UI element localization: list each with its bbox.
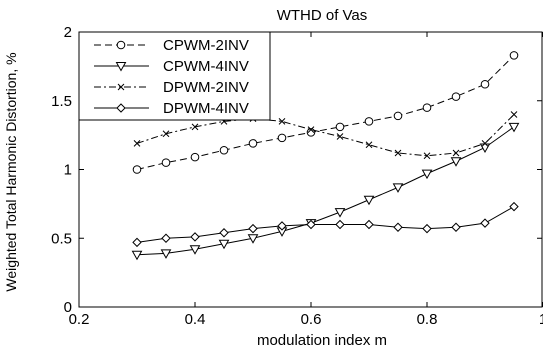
legend-label-dpwm-2inv: DPWM-2INV <box>163 79 249 96</box>
data-point-cpwm-2inv-3 <box>219 145 229 155</box>
legend-label-cpwm-2inv: CPWM-2INV <box>163 37 249 54</box>
y-tick-label-1: 0.5 <box>51 230 72 247</box>
series-line-dpwm-4inv <box>136 206 515 243</box>
data-point-cpwm-2inv-13 <box>509 51 519 60</box>
series-dpwm-4inv <box>132 201 519 248</box>
y-axis-label: Weighted Total Harmonic Distortion, % <box>3 52 19 291</box>
data-point-dpwm-2inv-10 <box>423 152 431 160</box>
data-point-cpwm-2inv-5 <box>277 133 287 143</box>
data-point-dpwm-2inv-12 <box>481 140 489 147</box>
series-line-cpwm-4inv <box>136 126 515 256</box>
y-tick-label-4: 2 <box>64 24 72 41</box>
data-point-dpwm-4inv-11 <box>451 222 461 232</box>
data-point-cpwm-4inv-2 <box>189 245 201 255</box>
series-line-cpwm-2inv <box>136 55 515 170</box>
data-point-dpwm-2inv-6 <box>307 126 315 133</box>
plot-area: 0.2 0.4 0.6 0.8 1 0 0.5 1 1.5 2 CPWM-2INV CPWM-4INV… <box>51 24 543 328</box>
data-point-cpwm-4inv-9 <box>392 183 404 193</box>
y-tick-label-3: 1.5 <box>51 93 72 110</box>
legend-label-cpwm-4inv: CPWM-4INV <box>163 58 249 75</box>
data-point-cpwm-4inv-12 <box>479 143 491 154</box>
data-point-cpwm-2inv-0 <box>132 165 142 174</box>
data-point-dpwm-2inv-0 <box>133 140 141 147</box>
legend-marker-dpwm-4inv <box>116 103 126 113</box>
data-point-cpwm-2inv-10 <box>422 103 432 112</box>
data-point-dpwm-4inv-12 <box>480 218 490 228</box>
data-point-cpwm-2inv-2 <box>190 152 200 162</box>
data-point-cpwm-4inv-1 <box>160 249 172 259</box>
legend-marker-cpwm-4inv <box>115 62 127 72</box>
data-point-dpwm-4inv-0 <box>132 237 142 248</box>
data-point-dpwm-4inv-5 <box>277 221 287 231</box>
data-point-dpwm-4inv-10 <box>422 223 432 234</box>
chart-title: WTHD of Vas <box>277 7 368 24</box>
legend-marker-cpwm-2inv <box>116 40 126 50</box>
legend-label-dpwm-4inv: DPWM-4INV <box>163 100 249 117</box>
data-point-dpwm-4inv-13 <box>509 201 519 212</box>
data-point-cpwm-4inv-0 <box>131 250 143 261</box>
data-point-dpwm-2inv-7 <box>336 133 344 140</box>
data-point-cpwm-4inv-11 <box>450 157 462 167</box>
data-point-dpwm-2inv-8 <box>365 141 373 149</box>
legend-marker-dpwm-2inv <box>117 83 125 91</box>
series-line-dpwm-2inv <box>136 114 515 157</box>
data-point-cpwm-4inv-10 <box>421 169 433 180</box>
legend-box <box>78 31 271 121</box>
data-point-dpwm-4inv-3 <box>219 228 229 238</box>
x-axis-label: modulation index m <box>257 332 387 349</box>
x-tick-label-4: 1 <box>539 311 543 328</box>
x-tick-label-0: 0.2 <box>69 311 90 328</box>
data-point-dpwm-4inv-2 <box>190 232 200 242</box>
legend: CPWM-2INV CPWM-4INV DPWM-2INV DPWM-4INV <box>78 31 271 121</box>
data-point-dpwm-4inv-6 <box>306 219 316 230</box>
series-cpwm-2inv <box>132 51 519 174</box>
data-point-dpwm-4inv-7 <box>335 219 345 230</box>
data-point-cpwm-2inv-9 <box>393 111 403 121</box>
data-point-cpwm-4inv-13 <box>508 122 520 133</box>
x-tick-label-1: 0.4 <box>185 311 206 328</box>
y-tick-label-0: 0 <box>64 299 72 316</box>
data-point-dpwm-2inv-11 <box>452 149 460 157</box>
data-point-cpwm-4inv-3 <box>218 239 230 250</box>
series-cpwm-4inv <box>131 122 520 261</box>
data-point-dpwm-4inv-4 <box>248 223 258 234</box>
data-point-dpwm-4inv-8 <box>364 219 374 230</box>
data-point-dpwm-4inv-1 <box>161 233 171 243</box>
data-point-dpwm-2inv-9 <box>394 149 402 157</box>
data-point-cpwm-4inv-8 <box>363 195 375 206</box>
data-point-cpwm-2inv-11 <box>451 92 461 101</box>
data-point-cpwm-4inv-7 <box>334 208 346 218</box>
data-point-dpwm-2inv-5 <box>278 118 286 125</box>
data-point-dpwm-4inv-9 <box>393 222 403 232</box>
data-point-cpwm-2inv-4 <box>248 139 258 148</box>
data-point-dpwm-2inv-13 <box>510 111 518 118</box>
x-tick-label-3: 0.8 <box>417 311 438 328</box>
x-tick-label-2: 0.6 <box>301 311 322 328</box>
data-point-cpwm-4inv-4 <box>247 234 259 244</box>
data-point-cpwm-2inv-8 <box>364 117 374 126</box>
y-tick-label-2: 1 <box>64 162 72 179</box>
data-point-dpwm-2inv-2 <box>191 123 199 131</box>
data-point-dpwm-2inv-1 <box>162 130 170 138</box>
data-point-cpwm-2inv-12 <box>480 79 490 89</box>
data-point-cpwm-2inv-1 <box>161 158 171 167</box>
data-point-cpwm-2inv-7 <box>335 122 345 132</box>
